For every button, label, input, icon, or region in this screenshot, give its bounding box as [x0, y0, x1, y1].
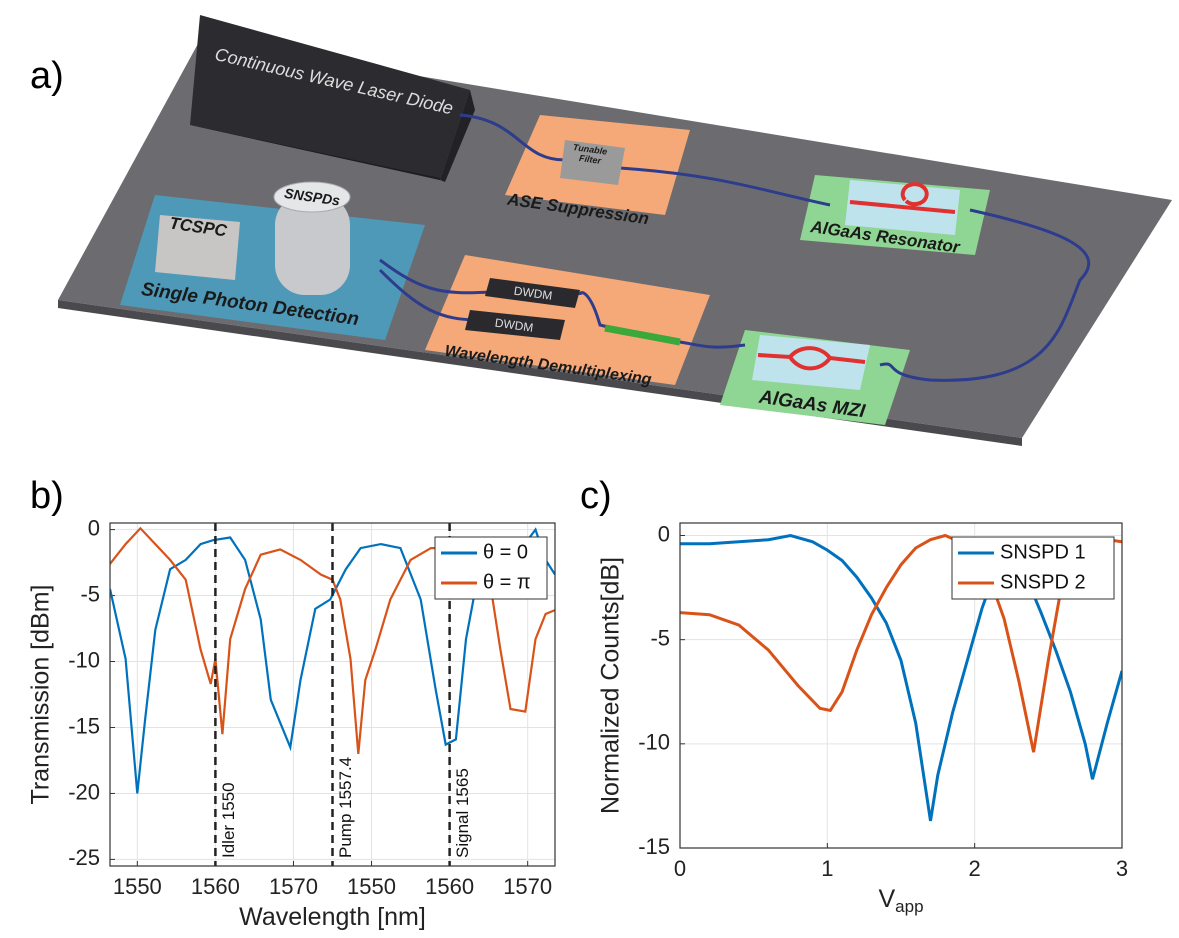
laser-box: [190, 15, 470, 180]
diagram-label: DWDM: [494, 316, 534, 335]
y-tick-label: -5: [650, 625, 670, 650]
filter-box: [560, 140, 625, 185]
x-tick-label: 1570: [269, 874, 318, 899]
legend-box: [434, 536, 548, 600]
y-tick-label: -20: [68, 779, 100, 804]
x-tick-label: 1: [821, 856, 833, 881]
y-axis-title: Transmission [dBm]: [27, 585, 55, 805]
x-tick-label: 3: [1116, 856, 1128, 881]
y-tick-label: 0: [88, 515, 100, 540]
diagram-label: Tunable: [572, 142, 607, 157]
x-axis-title: Vapp: [878, 885, 923, 917]
y-tick-label: -10: [68, 647, 100, 672]
x-tick-label: 2: [969, 856, 981, 881]
data-line: [680, 533, 1122, 753]
dwdm-box: [465, 310, 565, 340]
y-tick-label: -15: [68, 713, 100, 738]
dwdm-box: [485, 278, 580, 308]
plot-frame: [679, 522, 1123, 849]
plot-frame: [109, 522, 556, 867]
legend-label: SNSPD 2: [1000, 571, 1086, 593]
x-axis-title: Wavelength [nm]: [239, 903, 426, 931]
panel-label: c): [580, 475, 612, 517]
y-tick-label: -10: [638, 730, 670, 755]
x-tick-label: 1570: [503, 874, 552, 899]
data-line: [680, 533, 1122, 822]
y-tick-label: -15: [638, 834, 670, 859]
fiber: [378, 113, 1091, 382]
x-axis-title: Wavelength [nm]: [239, 903, 426, 931]
diagram-label: SNSPDs: [283, 185, 341, 209]
data-line: [110, 526, 555, 755]
annotation-text: Pump 1557.4: [336, 757, 355, 858]
setup-diagram: Continuous Wave Laser Diode Tunable Filt…: [58, 15, 1172, 446]
panel-label: a): [30, 55, 64, 97]
x-axis-subscript: app: [895, 897, 923, 916]
y-tick-label: -25: [68, 845, 100, 870]
x-tick-label: 0: [674, 856, 686, 881]
y-tick-label: -5: [80, 581, 100, 606]
tcspc-box: [155, 215, 240, 280]
legend-box: [951, 536, 1115, 600]
laser-side: [440, 90, 475, 182]
panel-label: b): [30, 475, 64, 517]
y-axis-title: Normalized Counts[dB]: [597, 557, 625, 814]
y-tick-label: 0: [658, 521, 670, 546]
legend-label: SNSPD 1: [1000, 541, 1086, 563]
mzi-chip: [752, 335, 870, 390]
x-tick-label: 1560: [191, 874, 240, 899]
x-axis-title: V: [878, 885, 895, 913]
legend-label: θ = 0: [483, 541, 528, 563]
fiber-segment: [604, 324, 681, 346]
legend-label: θ = π: [483, 571, 531, 593]
x-tick-label: 1550: [347, 874, 396, 899]
x-tick-label: 1560: [425, 874, 474, 899]
diagram-label: DWDM: [513, 284, 553, 303]
diagram-label: Filter: [578, 153, 602, 166]
annotation-text: Idler 1550: [219, 782, 238, 858]
snspd-cryostat: [275, 195, 350, 295]
annotation-text: Signal 1565: [453, 768, 472, 858]
x-tick-label: 1550: [113, 874, 162, 899]
